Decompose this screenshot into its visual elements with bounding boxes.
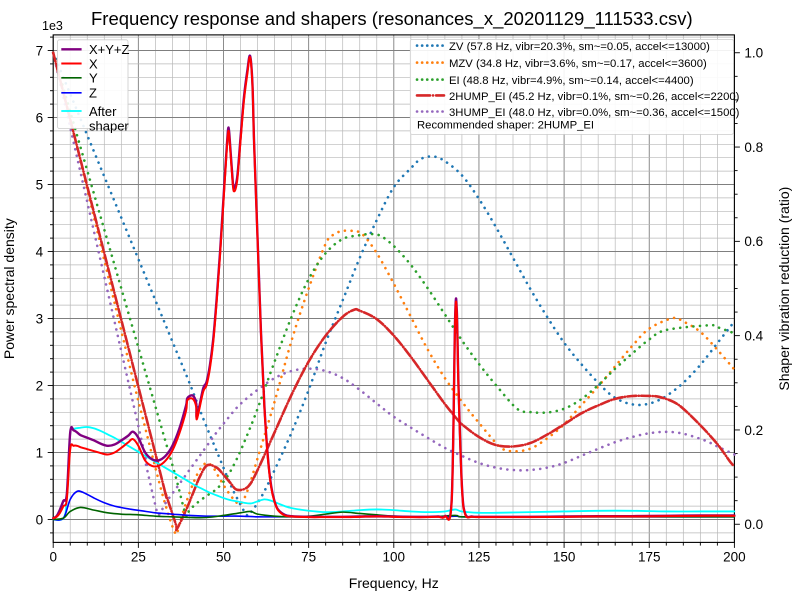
svg-text:X+Y+Z: X+Y+Z xyxy=(89,42,130,57)
svg-text:Recommended shaper: 2HUMP_EI: Recommended shaper: 2HUMP_EI xyxy=(417,120,594,132)
svg-text:MZV (34.8 Hz, vibr=3.6%, sm~=0: MZV (34.8 Hz, vibr=3.6%, sm~=0.17, accel… xyxy=(449,58,707,70)
svg-text:50: 50 xyxy=(216,549,231,564)
svg-text:0.6: 0.6 xyxy=(744,234,763,249)
svg-text:0.4: 0.4 xyxy=(744,328,763,343)
svg-text:6: 6 xyxy=(36,110,44,125)
svg-text:Power spectral density: Power spectral density xyxy=(1,218,17,359)
svg-text:5: 5 xyxy=(36,177,44,192)
svg-text:X: X xyxy=(89,56,98,71)
svg-text:Shaper vibration reduction (ra: Shaper vibration reduction (ratio) xyxy=(776,187,792,391)
svg-text:0.2: 0.2 xyxy=(744,423,763,438)
svg-text:Y: Y xyxy=(89,71,98,86)
svg-text:2HUMP_EI (45.2 Hz, vibr=0.1%,: 2HUMP_EI (45.2 Hz, vibr=0.1%, sm~=0.26, … xyxy=(449,91,740,103)
svg-text:1.0: 1.0 xyxy=(744,46,763,61)
svg-text:0.8: 0.8 xyxy=(744,140,763,155)
svg-text:After: After xyxy=(89,104,117,119)
svg-text:200: 200 xyxy=(723,549,746,564)
svg-text:Z: Z xyxy=(89,86,97,101)
svg-text:3: 3 xyxy=(36,311,44,326)
svg-text:1: 1 xyxy=(36,445,44,460)
svg-text:0: 0 xyxy=(36,512,44,527)
svg-text:EI (48.8 Hz, vibr=4.9%, sm~=0.: EI (48.8 Hz, vibr=4.9%, sm~=0.14, accel<… xyxy=(449,75,694,87)
svg-text:175: 175 xyxy=(638,549,661,564)
svg-text:4: 4 xyxy=(36,244,44,259)
svg-text:Frequency response and shapers: Frequency response and shapers (resonanc… xyxy=(91,8,693,30)
svg-text:125: 125 xyxy=(468,549,491,564)
svg-text:7: 7 xyxy=(36,43,44,58)
svg-text:0: 0 xyxy=(49,549,57,564)
svg-text:2: 2 xyxy=(36,378,44,393)
svg-text:25: 25 xyxy=(131,549,146,564)
svg-text:100: 100 xyxy=(383,549,406,564)
svg-text:150: 150 xyxy=(553,549,576,564)
svg-text:ZV (57.8 Hz, vibr=20.3%, sm~=0: ZV (57.8 Hz, vibr=20.3%, sm~=0.05, accel… xyxy=(449,41,710,53)
svg-text:shaper: shaper xyxy=(89,118,129,133)
svg-text:1e3: 1e3 xyxy=(42,19,63,33)
svg-text:3HUMP_EI (48.0 Hz, vibr=0.0%,: 3HUMP_EI (48.0 Hz, vibr=0.0%, sm~=0.36, … xyxy=(449,107,740,119)
svg-text:75: 75 xyxy=(301,549,316,564)
svg-text:Frequency, Hz: Frequency, Hz xyxy=(349,575,439,591)
svg-text:0.0: 0.0 xyxy=(744,517,763,532)
